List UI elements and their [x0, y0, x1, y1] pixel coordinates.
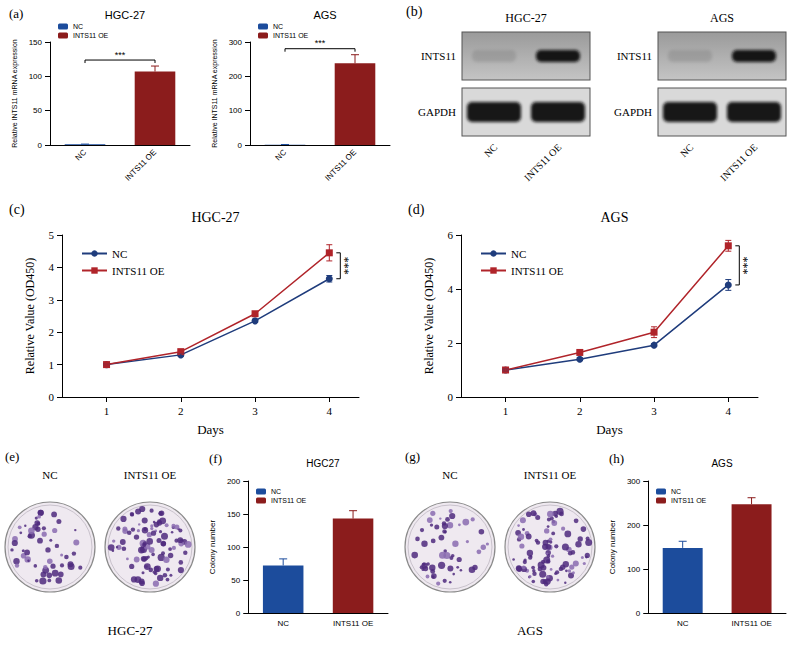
- svg-text:NC: NC: [273, 23, 283, 30]
- svg-text:INTS11 OE: INTS11 OE: [731, 619, 771, 628]
- svg-text:4: 4: [327, 405, 333, 417]
- svg-text:AGS: AGS: [600, 210, 628, 225]
- svg-text:100: 100: [627, 565, 641, 574]
- svg-text:0: 0: [49, 391, 55, 403]
- svg-text:AGS: AGS: [313, 9, 336, 21]
- svg-text:Relative INTS11 mRNA expressio: Relative INTS11 mRNA expression: [11, 39, 19, 148]
- svg-text:Days: Days: [596, 422, 623, 437]
- svg-text:200: 200: [227, 477, 241, 486]
- svg-text:2: 2: [448, 337, 454, 349]
- svg-text:150: 150: [227, 510, 241, 519]
- svg-text:(b): (b): [406, 4, 423, 20]
- svg-text:NC: NC: [671, 488, 681, 495]
- svg-text:NC: NC: [277, 619, 289, 628]
- svg-text:AGS: AGS: [710, 11, 734, 25]
- svg-text:HGC-27: HGC-27: [108, 623, 153, 638]
- svg-text:INTS11 OE: INTS11 OE: [73, 32, 109, 39]
- svg-text:0: 0: [448, 391, 454, 403]
- svg-text:NC: NC: [677, 619, 689, 628]
- svg-text:***: ***: [341, 257, 355, 275]
- svg-text:INTS11: INTS11: [421, 50, 456, 62]
- svg-text:0: 0: [238, 141, 243, 150]
- svg-text:HGC27: HGC27: [306, 458, 340, 469]
- svg-text:2: 2: [49, 326, 55, 338]
- svg-text:2: 2: [178, 405, 184, 417]
- svg-text:INTS11 OE: INTS11 OE: [522, 142, 563, 183]
- svg-text:NC: NC: [42, 469, 57, 481]
- svg-text:HGC-27: HGC-27: [105, 9, 145, 21]
- svg-text:***: ***: [115, 50, 126, 60]
- svg-text:(h): (h): [609, 451, 624, 466]
- svg-text:5: 5: [49, 229, 55, 241]
- svg-text:INTS11 OE: INTS11 OE: [273, 32, 309, 39]
- svg-text:NC: NC: [112, 248, 127, 260]
- svg-text:300: 300: [229, 38, 243, 47]
- svg-text:4: 4: [726, 405, 732, 417]
- svg-text:100: 100: [227, 543, 241, 552]
- svg-text:300: 300: [627, 477, 641, 486]
- svg-text:(g): (g): [405, 449, 420, 464]
- svg-text:Days: Days: [197, 422, 224, 437]
- svg-text:NC: NC: [511, 248, 526, 260]
- svg-text:NC: NC: [271, 488, 281, 495]
- svg-text:0: 0: [636, 609, 641, 618]
- svg-text:HGC-27: HGC-27: [505, 11, 546, 25]
- svg-text:INTS11 OE: INTS11 OE: [112, 265, 165, 277]
- svg-text:1: 1: [49, 359, 55, 371]
- svg-text:AGS: AGS: [517, 623, 543, 638]
- svg-text:2: 2: [577, 405, 583, 417]
- svg-text:0: 0: [38, 141, 43, 150]
- svg-text:200: 200: [627, 521, 641, 530]
- svg-text:INTS11 OE: INTS11 OE: [123, 148, 158, 183]
- svg-text:(d): (d): [408, 202, 425, 218]
- svg-text:INTS11 OE: INTS11 OE: [323, 148, 358, 183]
- svg-text:INTS11 OE: INTS11 OE: [124, 469, 177, 481]
- svg-text:GAPDH: GAPDH: [418, 106, 456, 118]
- svg-text:Relative Value (OD450): Relative Value (OD450): [23, 258, 37, 374]
- svg-text:INTS11 OE: INTS11 OE: [511, 265, 564, 277]
- svg-text:NC: NC: [274, 148, 289, 163]
- svg-text:AGS: AGS: [711, 458, 732, 469]
- svg-text:0: 0: [236, 609, 241, 618]
- svg-text:Relative INTS11 mRNA expressio: Relative INTS11 mRNA expression: [211, 39, 219, 148]
- svg-text:(e): (e): [5, 449, 19, 464]
- svg-text:(f): (f): [209, 451, 222, 466]
- svg-text:4: 4: [49, 261, 55, 273]
- svg-text:INTS11 OE: INTS11 OE: [718, 142, 759, 183]
- svg-text:50: 50: [33, 106, 42, 115]
- svg-text:NC: NC: [482, 141, 500, 159]
- svg-text:(a): (a): [9, 6, 23, 21]
- svg-text:INTS11 OE: INTS11 OE: [333, 619, 373, 628]
- svg-text:3: 3: [49, 294, 55, 306]
- svg-text:50: 50: [231, 576, 240, 585]
- svg-text:150: 150: [29, 38, 43, 47]
- svg-text:GAPDH: GAPDH: [614, 106, 652, 118]
- svg-text:NC: NC: [442, 469, 457, 481]
- svg-text:INTS11 OE: INTS11 OE: [271, 497, 307, 504]
- svg-text:HGC-27: HGC-27: [191, 210, 239, 225]
- svg-text:INTS11: INTS11: [617, 50, 652, 62]
- svg-text:100: 100: [229, 106, 243, 115]
- svg-text:3: 3: [252, 405, 258, 417]
- svg-text:(c): (c): [9, 202, 25, 218]
- svg-text:Relative Value (OD450): Relative Value (OD450): [422, 258, 436, 374]
- svg-text:NC: NC: [73, 23, 83, 30]
- svg-text:6: 6: [448, 229, 454, 241]
- svg-text:1: 1: [104, 405, 110, 417]
- svg-text:1: 1: [503, 405, 509, 417]
- svg-text:***: ***: [740, 256, 754, 274]
- svg-text:200: 200: [229, 72, 243, 81]
- svg-text:NC: NC: [74, 148, 89, 163]
- svg-text:INTS11 OE: INTS11 OE: [524, 469, 577, 481]
- svg-text:***: ***: [315, 38, 326, 48]
- svg-text:3: 3: [651, 405, 657, 417]
- svg-text:Colony number: Colony number: [608, 520, 617, 575]
- svg-text:INTS11 OE: INTS11 OE: [671, 497, 707, 504]
- svg-text:4: 4: [448, 283, 454, 295]
- svg-text:NC: NC: [678, 141, 696, 159]
- svg-text:Colony number: Colony number: [208, 520, 217, 575]
- svg-text:100: 100: [29, 72, 43, 81]
